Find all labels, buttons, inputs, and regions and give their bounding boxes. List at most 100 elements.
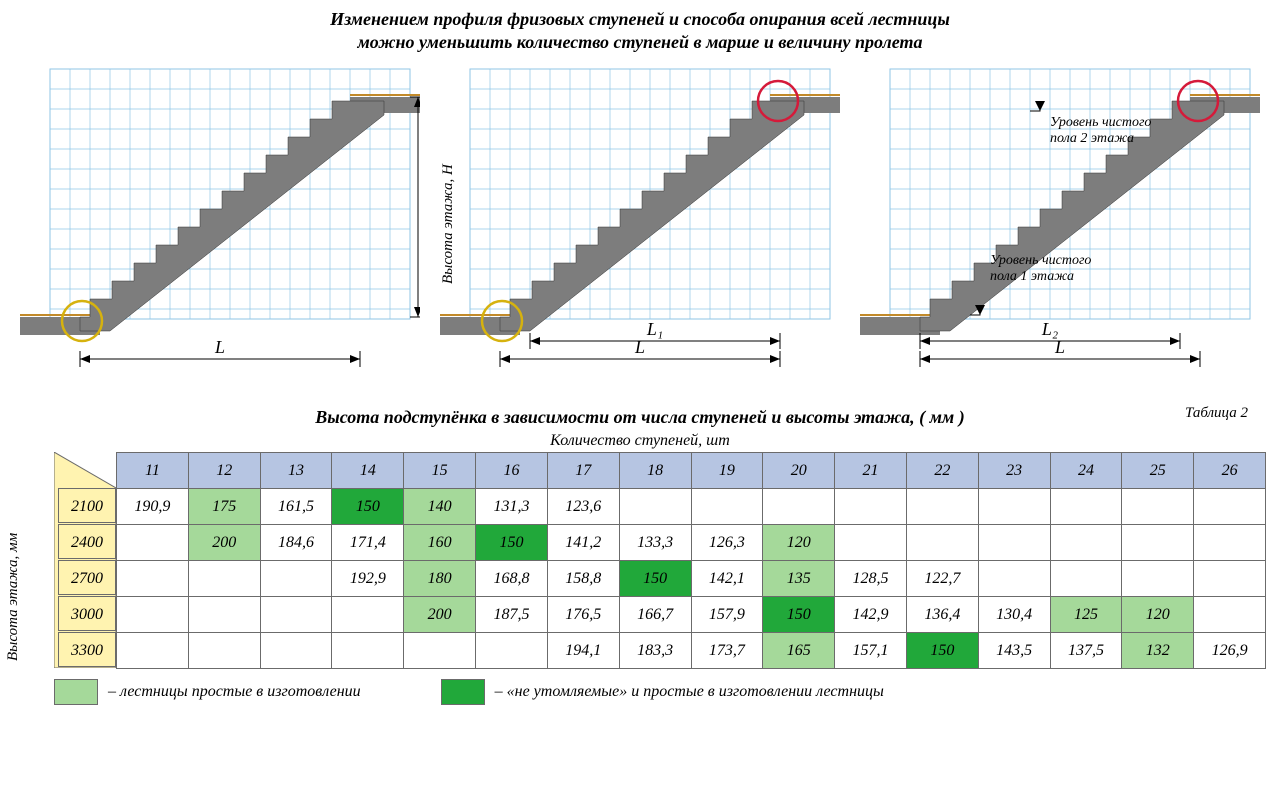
table-cell: 132 <box>1122 633 1194 669</box>
table-cell <box>1122 525 1194 561</box>
table-cell: 150 <box>476 525 548 561</box>
table-cell: 136,4 <box>906 597 978 633</box>
table-cell: 184,6 <box>260 525 332 561</box>
legend-dark-label: – «не утомляемые» и простые в изготовлен… <box>495 683 884 701</box>
table-cell <box>691 489 763 525</box>
table-cell <box>117 561 189 597</box>
table-cell: 166,7 <box>619 597 691 633</box>
table-cell: 173,7 <box>691 633 763 669</box>
table-title: Высота подступёнка в зависимости от числ… <box>14 407 1266 428</box>
table-cell <box>260 633 332 669</box>
table-cell: 120 <box>763 525 835 561</box>
col-header: 18 <box>619 453 691 489</box>
col-header: 12 <box>188 453 260 489</box>
title-line1: Изменением профиля фризовых ступеней и с… <box>330 9 950 29</box>
col-header: 13 <box>260 453 332 489</box>
table-cell <box>260 597 332 633</box>
table-cell <box>978 525 1050 561</box>
col-header: 11 <box>117 453 189 489</box>
table-cell: 158,8 <box>547 561 619 597</box>
column-caption: Количество ступеней, шт <box>14 432 1266 450</box>
note-floor-2: Уровень чистогопола 2 этажа <box>1050 115 1151 147</box>
table-cell <box>835 489 907 525</box>
table-cell: 150 <box>619 561 691 597</box>
col-header: 20 <box>763 453 835 489</box>
note-floor-1: Уровень чистогопола 1 этажа <box>990 253 1091 285</box>
table-cell: 130,4 <box>978 597 1050 633</box>
table-wrap: Высота этажа, мм 21002400270030003300 11… <box>14 452 1266 669</box>
table-number: Таблица 2 <box>1185 405 1248 422</box>
table-cell <box>1050 561 1122 597</box>
table-cell: 128,5 <box>835 561 907 597</box>
table-cell: 157,9 <box>691 597 763 633</box>
row-header: 2400 <box>58 524 116 559</box>
table-cell <box>1122 489 1194 525</box>
row-header: 2700 <box>58 560 116 595</box>
table-cell: 123,6 <box>547 489 619 525</box>
table-cell: 125 <box>1050 597 1122 633</box>
table-cell: 171,4 <box>332 525 404 561</box>
table-cell: 183,3 <box>619 633 691 669</box>
table-cell: 160 <box>404 525 476 561</box>
table-cell: 187,5 <box>476 597 548 633</box>
col-header: 26 <box>1194 453 1266 489</box>
table-cell: 200 <box>188 525 260 561</box>
table-cell: 142,9 <box>835 597 907 633</box>
table-cell <box>188 597 260 633</box>
col-header: 19 <box>691 453 763 489</box>
row-caption: Высота этажа, мм <box>5 533 22 661</box>
table-cell: 131,3 <box>476 489 548 525</box>
table-cell: 161,5 <box>260 489 332 525</box>
table-cell: 194,1 <box>547 633 619 669</box>
col-header: 14 <box>332 453 404 489</box>
stair-diagram-1: L <box>20 59 420 379</box>
svg-text:L₁: L₁ <box>646 319 663 339</box>
svg-text:L: L <box>1054 337 1065 357</box>
legend-swatch-dark <box>441 679 485 705</box>
table-cell <box>332 597 404 633</box>
col-header: 22 <box>906 453 978 489</box>
table-cell <box>1194 525 1266 561</box>
table-cell: 175 <box>188 489 260 525</box>
table-cell <box>117 525 189 561</box>
table-cell: 126,3 <box>691 525 763 561</box>
table-cell: 157,1 <box>835 633 907 669</box>
table-cell: 150 <box>763 597 835 633</box>
legend-light-label: – лестницы простые в изготовлении <box>108 683 361 701</box>
table-cell: 192,9 <box>332 561 404 597</box>
table-cell: 176,5 <box>547 597 619 633</box>
table-cell: 165 <box>763 633 835 669</box>
diagram-row: Высота этажа, H LLL₁LL₂Уровень чистогопо… <box>14 59 1266 389</box>
stair-diagram-2: LL₁ <box>440 59 840 379</box>
svg-text:L: L <box>634 337 645 357</box>
table-cell <box>117 633 189 669</box>
col-header: 23 <box>978 453 1050 489</box>
table-cell <box>906 489 978 525</box>
table-cell <box>763 489 835 525</box>
legend-swatch-light <box>54 679 98 705</box>
table-cell: 168,8 <box>476 561 548 597</box>
table-cell: 133,3 <box>619 525 691 561</box>
table-cell: 180 <box>404 561 476 597</box>
table-cell: 143,5 <box>978 633 1050 669</box>
legend: – лестницы простые в изготовлении – «не … <box>14 679 1266 705</box>
table-cell <box>1194 561 1266 597</box>
table-cell: 137,5 <box>1050 633 1122 669</box>
table-cell <box>1194 597 1266 633</box>
table-cell <box>978 561 1050 597</box>
col-header: 16 <box>476 453 548 489</box>
row-header: 3300 <box>58 632 116 667</box>
table-cell <box>1122 561 1194 597</box>
table-cell: 150 <box>906 633 978 669</box>
table-cell <box>260 561 332 597</box>
table-cell <box>1050 525 1122 561</box>
col-header: 15 <box>404 453 476 489</box>
table-cell <box>619 489 691 525</box>
table-cell <box>404 633 476 669</box>
row-header: 3000 <box>58 596 116 631</box>
table-cell <box>1050 489 1122 525</box>
col-header: 24 <box>1050 453 1122 489</box>
table-cell <box>906 525 978 561</box>
corner-triangle: 21002400270030003300 <box>54 452 116 669</box>
stair-diagram-3: LL₂Уровень чистогопола 2 этажаУровень чи… <box>860 59 1260 379</box>
